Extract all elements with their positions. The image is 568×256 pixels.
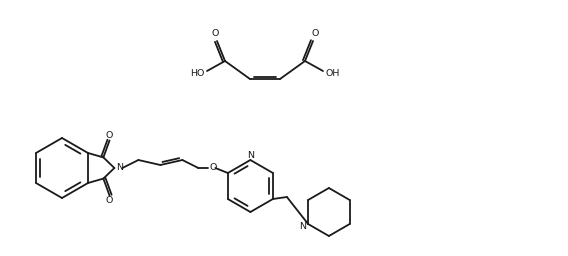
Text: O: O bbox=[106, 196, 113, 205]
Text: HO: HO bbox=[190, 69, 204, 78]
Text: N: N bbox=[247, 151, 254, 159]
Text: O: O bbox=[211, 29, 219, 38]
Text: O: O bbox=[311, 29, 319, 38]
Text: N: N bbox=[116, 164, 123, 173]
Text: N: N bbox=[299, 221, 307, 230]
Text: O: O bbox=[106, 131, 113, 140]
Text: OH: OH bbox=[326, 69, 340, 78]
Text: O: O bbox=[210, 164, 217, 173]
